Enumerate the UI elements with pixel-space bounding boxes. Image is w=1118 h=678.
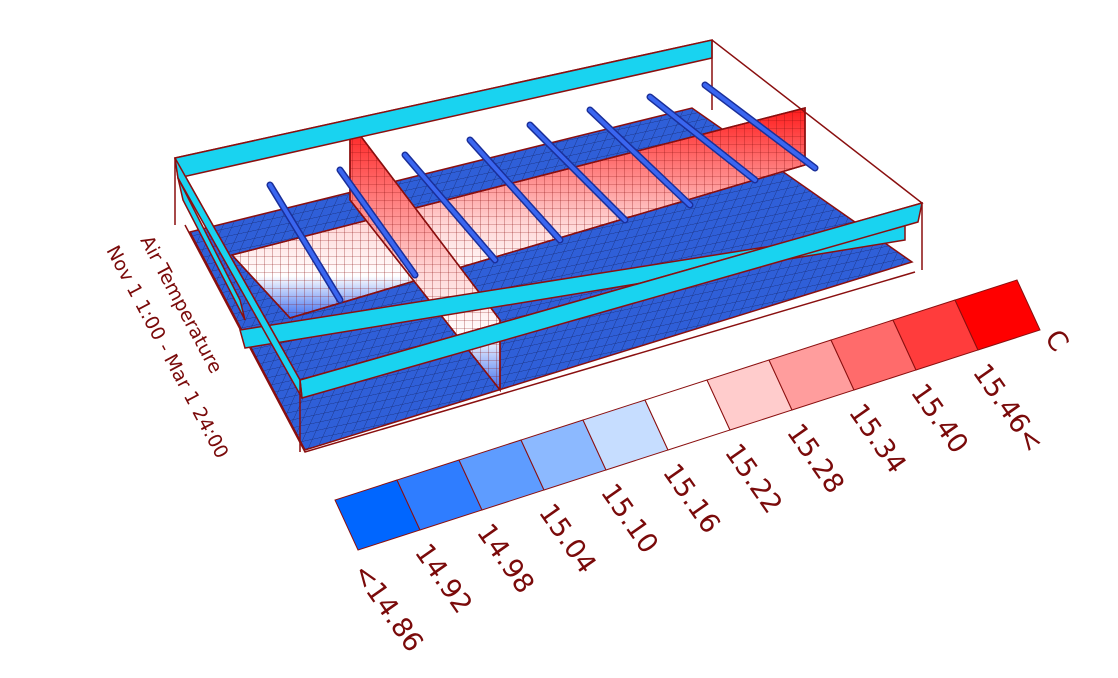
- legend-label: 15.16: [656, 458, 726, 539]
- legend-label: 14.98: [470, 518, 540, 599]
- band: [177, 177, 246, 321]
- legend-label: 15.04: [532, 498, 602, 579]
- frame: [184, 224, 916, 453]
- legend-unit: C: [1038, 324, 1074, 357]
- legend-label: 14.92: [408, 538, 478, 619]
- model: [173, 39, 924, 453]
- wall-grid: [349, 119, 501, 393]
- legend-cell: [954, 279, 1041, 351]
- legend-label: 15.34: [842, 398, 912, 479]
- frame: [174, 40, 923, 452]
- legend-label: 15.40: [904, 378, 974, 459]
- legend-label: 15.10: [594, 478, 664, 559]
- legend-label: 15.28: [780, 418, 850, 499]
- legend-label: 15.46<: [966, 358, 1049, 458]
- band: [174, 157, 303, 399]
- legend-label: <14.86: [346, 558, 429, 658]
- wall-grid: [230, 107, 806, 319]
- legend-label: 15.22: [718, 438, 788, 519]
